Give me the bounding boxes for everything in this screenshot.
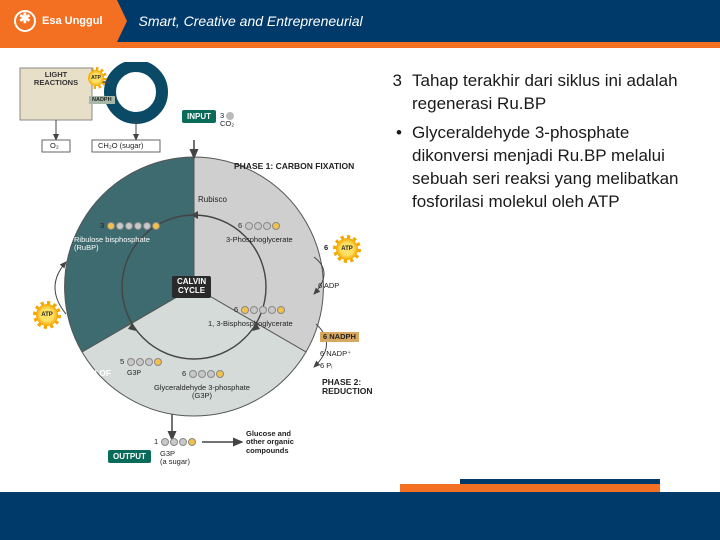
- calvin-mini-label: CALVIN CYCLE: [120, 82, 152, 96]
- header-tagline: Smart, Creative and Entrepreneurial: [139, 13, 363, 29]
- phase2-label: PHASE 2: REDUCTION: [322, 378, 373, 397]
- bpg-mol: 6: [234, 306, 285, 314]
- header-bar: Esa Unggul Smart, Creative and Entrepren…: [0, 0, 720, 42]
- phase3-label: PHASE 3: REGENERATION OF CO₂ ACCEPTOR (R…: [29, 360, 119, 397]
- item-body: Tahap terakhir dari siklus ini adalah re…: [412, 70, 698, 116]
- atp-left-icon: ATP: [36, 304, 58, 326]
- g3p5-label: G3P: [127, 370, 141, 378]
- nadph-mini: NADPH: [89, 96, 115, 104]
- nadph-right: 6 NADPH: [320, 332, 359, 342]
- rubp-label: Ribulose bisphosphate (RuBP): [74, 236, 174, 253]
- logo-mark-icon: [14, 10, 36, 32]
- input-badge: INPUT: [182, 110, 216, 123]
- nadp-right: 6 NADP⁺: [320, 350, 351, 358]
- g3p-mol: 6: [182, 370, 224, 378]
- calvin-cycle-diagram: LIGHTREACTIONS CALVIN CYCLE ATP NADPH O₂…: [14, 62, 374, 467]
- rubp-mol: 3: [100, 222, 160, 230]
- g3p5-mol: 5: [120, 358, 162, 366]
- bullet-body: Glyceraldehyde 3-phosphate dikonversi me…: [412, 122, 698, 214]
- pg3-label: 3-Phosphoglycerate: [226, 236, 293, 244]
- list-item-bullet: • Glyceraldehyde 3-phosphate dikonversi …: [388, 122, 698, 214]
- brand-name: Esa Unggul: [42, 15, 103, 27]
- footer-bar: [0, 492, 720, 540]
- phase1-label: PHASE 1: CARBON FIXATION: [234, 162, 354, 171]
- glucose-label: Glucose and other organic compounds: [246, 430, 326, 455]
- sugar-label: CH₂O (sugar): [98, 142, 143, 150]
- g3p-out-label: G3P(a sugar): [160, 450, 190, 467]
- adp-right: 6 ADP: [318, 282, 339, 290]
- g3p-out-mol: 1: [154, 438, 196, 446]
- bpg-label: 1, 3-Bisphosphoglycerate: [208, 320, 293, 328]
- o2-label: O₂: [50, 142, 59, 150]
- item-number: 3: [388, 70, 402, 116]
- pg3-mol: 6: [238, 222, 280, 230]
- input-count: 3 CO₂: [220, 112, 234, 129]
- content-area: LIGHTREACTIONS CALVIN CYCLE ATP NADPH O₂…: [0, 48, 720, 467]
- adp-left: 3 ADP: [36, 258, 57, 266]
- text-panel: 3 Tahap terakhir dari siklus ini adalah …: [388, 62, 698, 467]
- output-badge: OUTPUT: [108, 450, 151, 463]
- light-label: LIGHTREACTIONS: [24, 71, 88, 88]
- atp-right-count: 6: [324, 244, 328, 252]
- pi-right: 6 Pᵢ: [320, 362, 332, 370]
- atp-mini-icon: ATP: [88, 70, 104, 86]
- calvin-center-badge: CALVIN CYCLE: [172, 276, 211, 298]
- footer-accent: [400, 484, 660, 492]
- g3p-label: Glyceraldehyde 3-phosphate (G3P): [142, 384, 262, 401]
- list-item-3: 3 Tahap terakhir dari siklus ini adalah …: [388, 70, 698, 116]
- bullet-icon: •: [388, 122, 402, 214]
- atp-right-icon: ATP: [336, 238, 358, 260]
- brand-logo: Esa Unggul: [0, 0, 117, 42]
- rubisco-label: Rubisco: [198, 196, 227, 205]
- atp-left-count: 3: [26, 310, 30, 318]
